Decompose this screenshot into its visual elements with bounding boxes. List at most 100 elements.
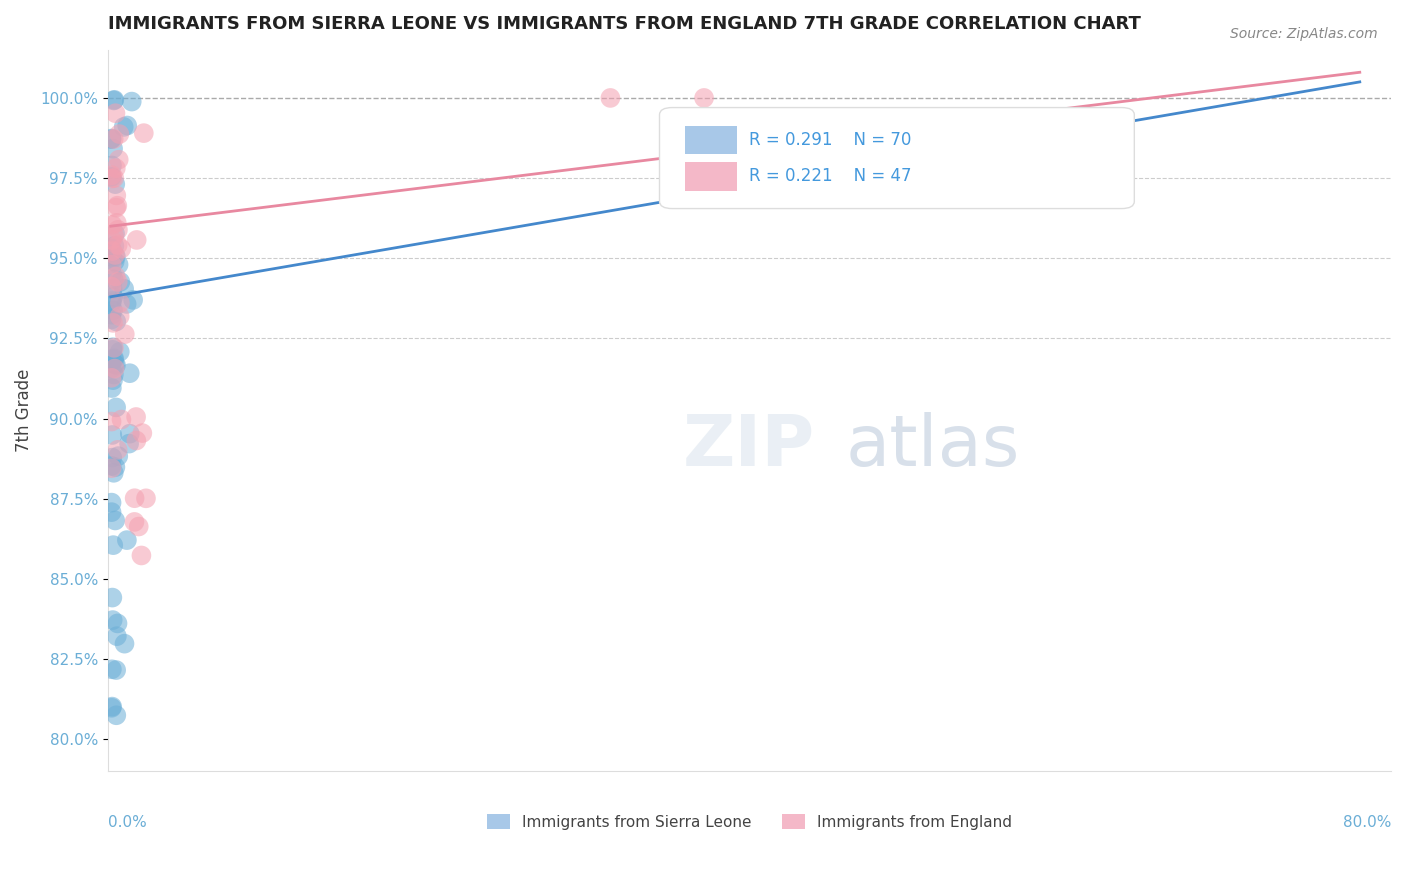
Text: ZIP: ZIP: [683, 412, 815, 481]
Point: [105, 201, 128, 215]
Point: [132, 126, 155, 140]
Point: [100, 361, 122, 376]
Point: [100, 296, 122, 310]
Point: [100, 495, 122, 509]
Point: [101, 591, 124, 605]
Point: [128, 519, 150, 533]
Point: [101, 159, 124, 173]
Point: [101, 218, 124, 232]
Point: [107, 153, 129, 167]
Point: [103, 368, 125, 382]
Point: [103, 352, 125, 367]
Point: [135, 491, 157, 506]
Point: [599, 91, 621, 105]
Point: [101, 381, 124, 395]
Text: atlas: atlas: [845, 412, 1019, 481]
Point: [115, 533, 138, 548]
Point: [118, 426, 141, 441]
Text: 80.0%: 80.0%: [1343, 814, 1391, 830]
Point: [103, 351, 125, 366]
Point: [105, 358, 128, 372]
Point: [101, 662, 124, 676]
Point: [101, 343, 124, 357]
Point: [107, 223, 129, 237]
Legend: Immigrants from Sierra Leone, Immigrants from England: Immigrants from Sierra Leone, Immigrants…: [481, 807, 1018, 836]
Point: [104, 361, 127, 376]
Point: [103, 466, 125, 480]
Point: [125, 233, 148, 247]
Point: [100, 132, 122, 146]
Text: Source: ZipAtlas.com: Source: ZipAtlas.com: [1230, 27, 1378, 41]
Bar: [685, 126, 737, 154]
Point: [100, 169, 122, 184]
Point: [101, 316, 124, 330]
Point: [100, 458, 122, 473]
Point: [131, 426, 153, 441]
Point: [108, 310, 131, 324]
Point: [105, 199, 128, 213]
Point: [107, 275, 129, 289]
Point: [100, 352, 122, 367]
Point: [101, 267, 124, 281]
Point: [101, 613, 124, 627]
Point: [101, 282, 124, 296]
Point: [103, 93, 125, 107]
Point: [105, 629, 128, 643]
Point: [110, 275, 132, 289]
Point: [100, 308, 122, 322]
Point: [121, 95, 143, 109]
Point: [104, 460, 127, 475]
Point: [105, 314, 128, 328]
Point: [104, 161, 127, 176]
Point: [100, 461, 122, 475]
Point: [100, 244, 122, 259]
Point: [100, 258, 122, 272]
Point: [125, 434, 148, 448]
Point: [110, 242, 132, 256]
Point: [104, 357, 127, 371]
Point: [108, 127, 131, 141]
Point: [103, 341, 125, 355]
Point: [100, 312, 122, 326]
Point: [124, 515, 146, 529]
Point: [104, 269, 127, 284]
Point: [104, 254, 127, 268]
Text: IMMIGRANTS FROM SIERRA LEONE VS IMMIGRANTS FROM ENGLAND 7TH GRADE CORRELATION CH: IMMIGRANTS FROM SIERRA LEONE VS IMMIGRAN…: [108, 15, 1140, 33]
Point: [100, 250, 122, 264]
Point: [103, 171, 125, 186]
Point: [101, 303, 124, 318]
Point: [103, 228, 125, 243]
Point: [100, 279, 122, 293]
Point: [103, 132, 125, 146]
Point: [104, 250, 127, 264]
Point: [107, 616, 129, 631]
Point: [105, 216, 128, 230]
Point: [114, 327, 136, 342]
Point: [108, 344, 131, 359]
Point: [107, 238, 129, 252]
Point: [103, 290, 125, 304]
Point: [101, 233, 124, 247]
Point: [103, 538, 125, 552]
Point: [131, 549, 153, 563]
Point: [107, 258, 129, 272]
Point: [104, 248, 127, 262]
Point: [104, 177, 127, 191]
Point: [104, 227, 127, 241]
Text: R = 0.221    N = 47: R = 0.221 N = 47: [749, 167, 912, 186]
Point: [100, 131, 122, 145]
Point: [100, 700, 122, 714]
Point: [101, 428, 124, 442]
Point: [100, 371, 122, 385]
Point: [105, 708, 128, 723]
Point: [112, 282, 135, 296]
Point: [693, 91, 716, 105]
Point: [112, 120, 135, 134]
Point: [100, 242, 122, 256]
Point: [103, 272, 125, 286]
Point: [105, 401, 128, 415]
Point: [101, 244, 124, 258]
FancyBboxPatch shape: [659, 108, 1135, 209]
Point: [103, 239, 125, 253]
Point: [110, 412, 132, 426]
